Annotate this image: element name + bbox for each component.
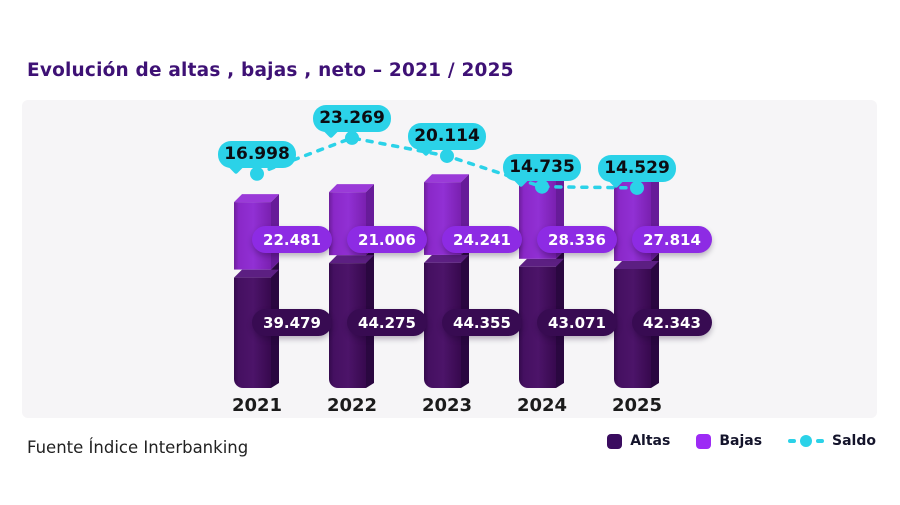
bar-2022-bajas-top-face [329,184,374,193]
legend-label-bajas: Bajas [719,433,763,449]
bar-2021-altas-top-face [234,269,279,278]
bar-2025-altas-side-face [651,252,659,388]
bar-2023-bajas-top-face [424,174,469,183]
bar-2024-altas-side-face [556,250,564,388]
bar-2022-altas-top-face [329,255,374,264]
bar-2023-bajas-side-face [461,174,469,255]
saldo-point-2023 [440,148,454,163]
legend-item-altas: Altas [607,433,670,449]
legend-item-saldo: Saldo [788,433,876,449]
bar-2022-altas-segment [329,263,366,388]
saldo-dot-icon [800,435,813,447]
bajas-swatch-icon [696,433,712,449]
bar-2024-altas-segment [519,266,556,388]
legend-label-saldo: Saldo [832,433,876,449]
saldo-point-2021 [250,166,264,181]
bar-2022-bajas-side-face [366,184,374,256]
saldo-dashed-line-icon [788,435,825,447]
saldo-point-2024 [535,179,549,194]
legend-item-bajas: Bajas [696,433,762,449]
bar-2022-altas-side-face [366,247,374,388]
saldo-point-2022 [345,130,359,145]
bar-2025-altas-segment [614,268,651,388]
bar-2023-bajas-segment [424,182,461,255]
bar-2021-bajas-segment [234,202,271,270]
saldo-dash-icon [816,439,825,443]
bar-2021-altas-side-face [271,261,279,388]
bar-2023-altas-side-face [461,246,469,388]
bar-2024-altas-top-face [519,258,564,267]
legend: Altas Bajas Saldo [607,433,876,449]
bar-2022-bajas-segment [329,192,366,256]
bar-2021-bajas-top-face [234,194,279,203]
altas-swatch-icon [607,433,623,449]
bar-2021-altas-segment [234,277,271,388]
bar-2024-bajas-side-face [556,165,564,259]
saldo-point-2025 [630,180,644,195]
bar-2023-altas-top-face [424,254,469,263]
bar-2025-bajas-side-face [651,169,659,261]
bar-2025-altas-top-face [614,260,659,269]
bar-2023-altas-segment [424,262,461,388]
bar-2021-bajas-side-face [271,194,279,270]
saldo-dash-icon [788,439,797,443]
page-title: Evolución de altas , bajas , neto – 2021… [27,60,514,81]
legend-label-altas: Altas [630,433,671,449]
source-caption: Fuente Índice Interbanking [27,438,249,457]
